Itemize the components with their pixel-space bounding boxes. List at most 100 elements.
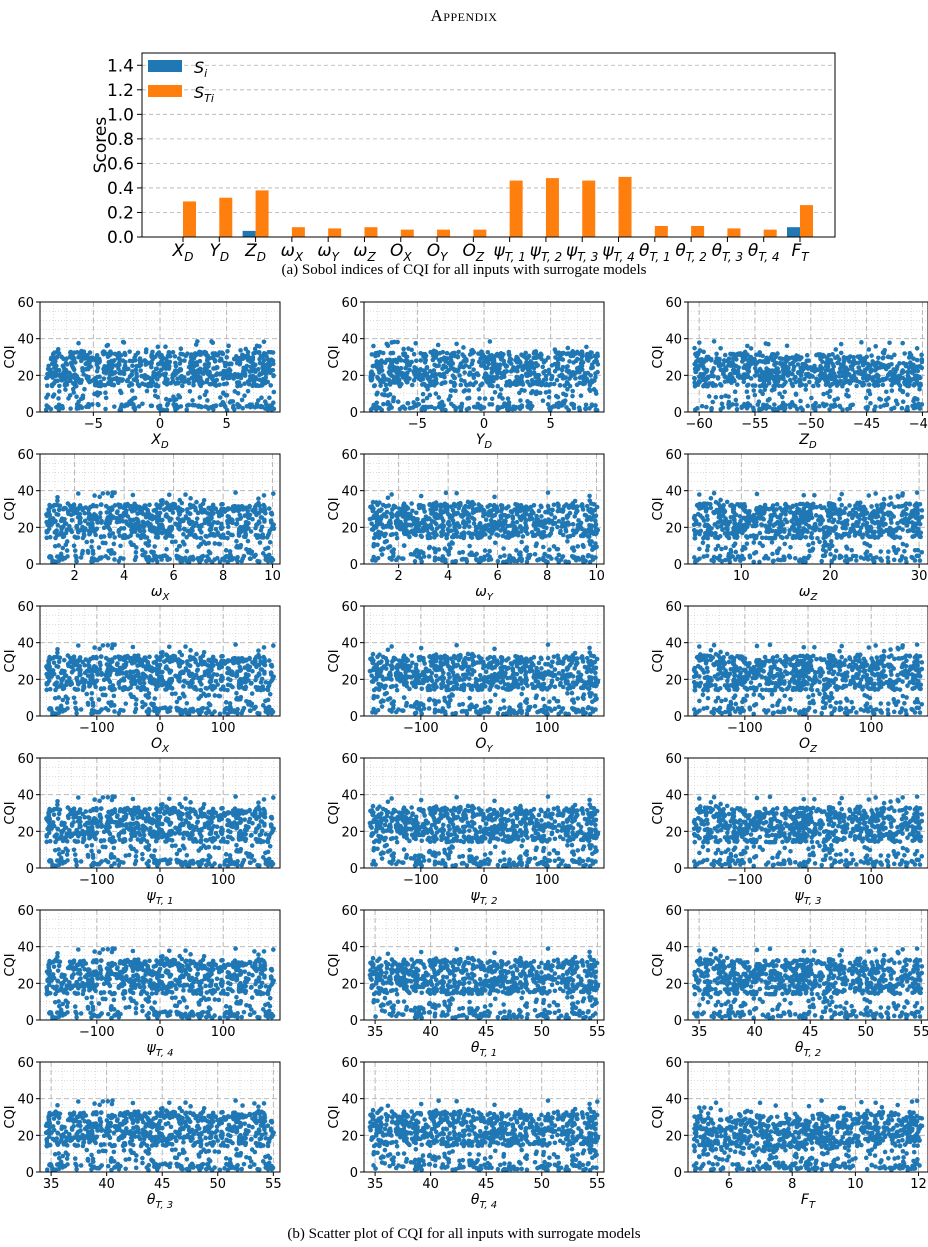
scatter-point: [391, 503, 397, 509]
scatter-point: [251, 351, 256, 356]
scatter-point: [533, 521, 539, 527]
scatter-point: [135, 518, 141, 523]
scatter-point: [74, 525, 80, 531]
scatter-point: [120, 358, 126, 364]
ytick-label: 40: [665, 485, 682, 500]
scatter-point: [121, 340, 127, 345]
panel-ylabel: CQI: [327, 497, 342, 520]
scatter-point: [207, 381, 213, 387]
scatter-point: [219, 506, 224, 512]
scatter-point: [566, 370, 572, 375]
scatter-point: [420, 391, 426, 397]
scatter-point: [234, 380, 240, 385]
scatter-point: [543, 358, 548, 363]
scatter-point: [87, 350, 93, 355]
bar-sti: [364, 227, 378, 237]
scatter-point: [112, 404, 117, 409]
scatter-point: [250, 516, 255, 522]
ytick-label: 0: [674, 406, 682, 421]
scatter-point: [784, 343, 790, 349]
scatter-point: [62, 555, 68, 561]
scatter-point: [534, 541, 539, 546]
scatter-point: [433, 506, 439, 512]
scatter-point: [391, 398, 396, 404]
scatter-point: [582, 512, 588, 518]
scatter-point: [561, 391, 566, 397]
scatter-point: [839, 379, 845, 384]
scatter-point: [177, 512, 182, 517]
scatter-point: [473, 405, 479, 410]
scatter-point: [89, 558, 95, 564]
scatter-point: [265, 370, 270, 375]
scatter-point: [104, 343, 110, 349]
scatter-point: [166, 492, 172, 498]
xtick-label: 2: [394, 569, 402, 584]
scatter-point: [183, 555, 188, 561]
scatter-point: [128, 373, 134, 378]
scatter-point: [258, 403, 264, 409]
scatter-point: [576, 366, 581, 371]
legend-label-si: Si: [194, 58, 207, 80]
scatter-point: [543, 390, 549, 395]
scatter-point: [393, 379, 399, 385]
scatter-point: [862, 371, 867, 377]
scatter-point: [378, 380, 384, 385]
scatter-point: [458, 513, 464, 518]
scatter-point: [236, 531, 242, 537]
scatter-point: [467, 543, 472, 549]
scatter-point: [263, 375, 269, 380]
caption-a: (a) Sobol indices of CQI for all inputs …: [281, 262, 647, 278]
xtick-label: 30: [911, 569, 928, 584]
scatter-point: [148, 403, 154, 409]
scatter-point: [246, 526, 251, 531]
scatter-point: [209, 512, 215, 518]
scatter-point: [199, 530, 204, 535]
bar-si: [242, 230, 256, 237]
scatter-point: [745, 395, 751, 400]
scatter-point: [541, 377, 547, 383]
scatter-point: [910, 368, 916, 373]
scatter-point: [220, 556, 225, 562]
scatter-point: [494, 532, 499, 537]
scatter-point: [100, 540, 106, 546]
scatter-point: [457, 373, 462, 378]
scatter-point: [552, 520, 558, 526]
scatter-point: [117, 388, 123, 394]
scatter-point: [480, 361, 486, 367]
scatter-point: [448, 393, 453, 399]
scatter-point: [259, 515, 265, 520]
scatter-point: [51, 372, 57, 378]
scatter-point: [234, 538, 239, 544]
scatter-point: [828, 368, 834, 373]
scatter-point: [487, 356, 493, 362]
scatter-point: [203, 558, 209, 564]
scatter-point: [49, 382, 55, 387]
scatter-point: [760, 391, 765, 397]
scatter-point: [770, 351, 775, 357]
sobol-xtick-label: ψT, 4: [602, 241, 634, 264]
scatter-point: [439, 509, 445, 514]
scatter-point: [576, 405, 582, 410]
scatter-point: [135, 382, 141, 387]
scatter-point: [487, 339, 493, 344]
scatter-point: [453, 559, 458, 564]
scatter-point: [68, 350, 73, 355]
scatter-point: [97, 494, 102, 500]
scatter-point: [593, 388, 598, 394]
scatter-point: [565, 513, 571, 518]
scatter-point: [264, 535, 270, 540]
scatter-point: [237, 355, 243, 361]
scatter-point: [52, 365, 57, 370]
scatter-point: [375, 390, 380, 396]
scatter-point: [145, 520, 151, 525]
scatter-point: [116, 366, 121, 372]
scatter-point: [100, 491, 106, 496]
scatter-point: [444, 505, 450, 511]
scatter-point: [427, 544, 433, 550]
scatter-point: [96, 545, 102, 550]
scatter-point: [872, 407, 877, 413]
scatter-point: [45, 529, 50, 535]
scatter-point: [243, 530, 248, 536]
scatter-point: [389, 557, 394, 562]
scatter-point: [69, 517, 75, 523]
